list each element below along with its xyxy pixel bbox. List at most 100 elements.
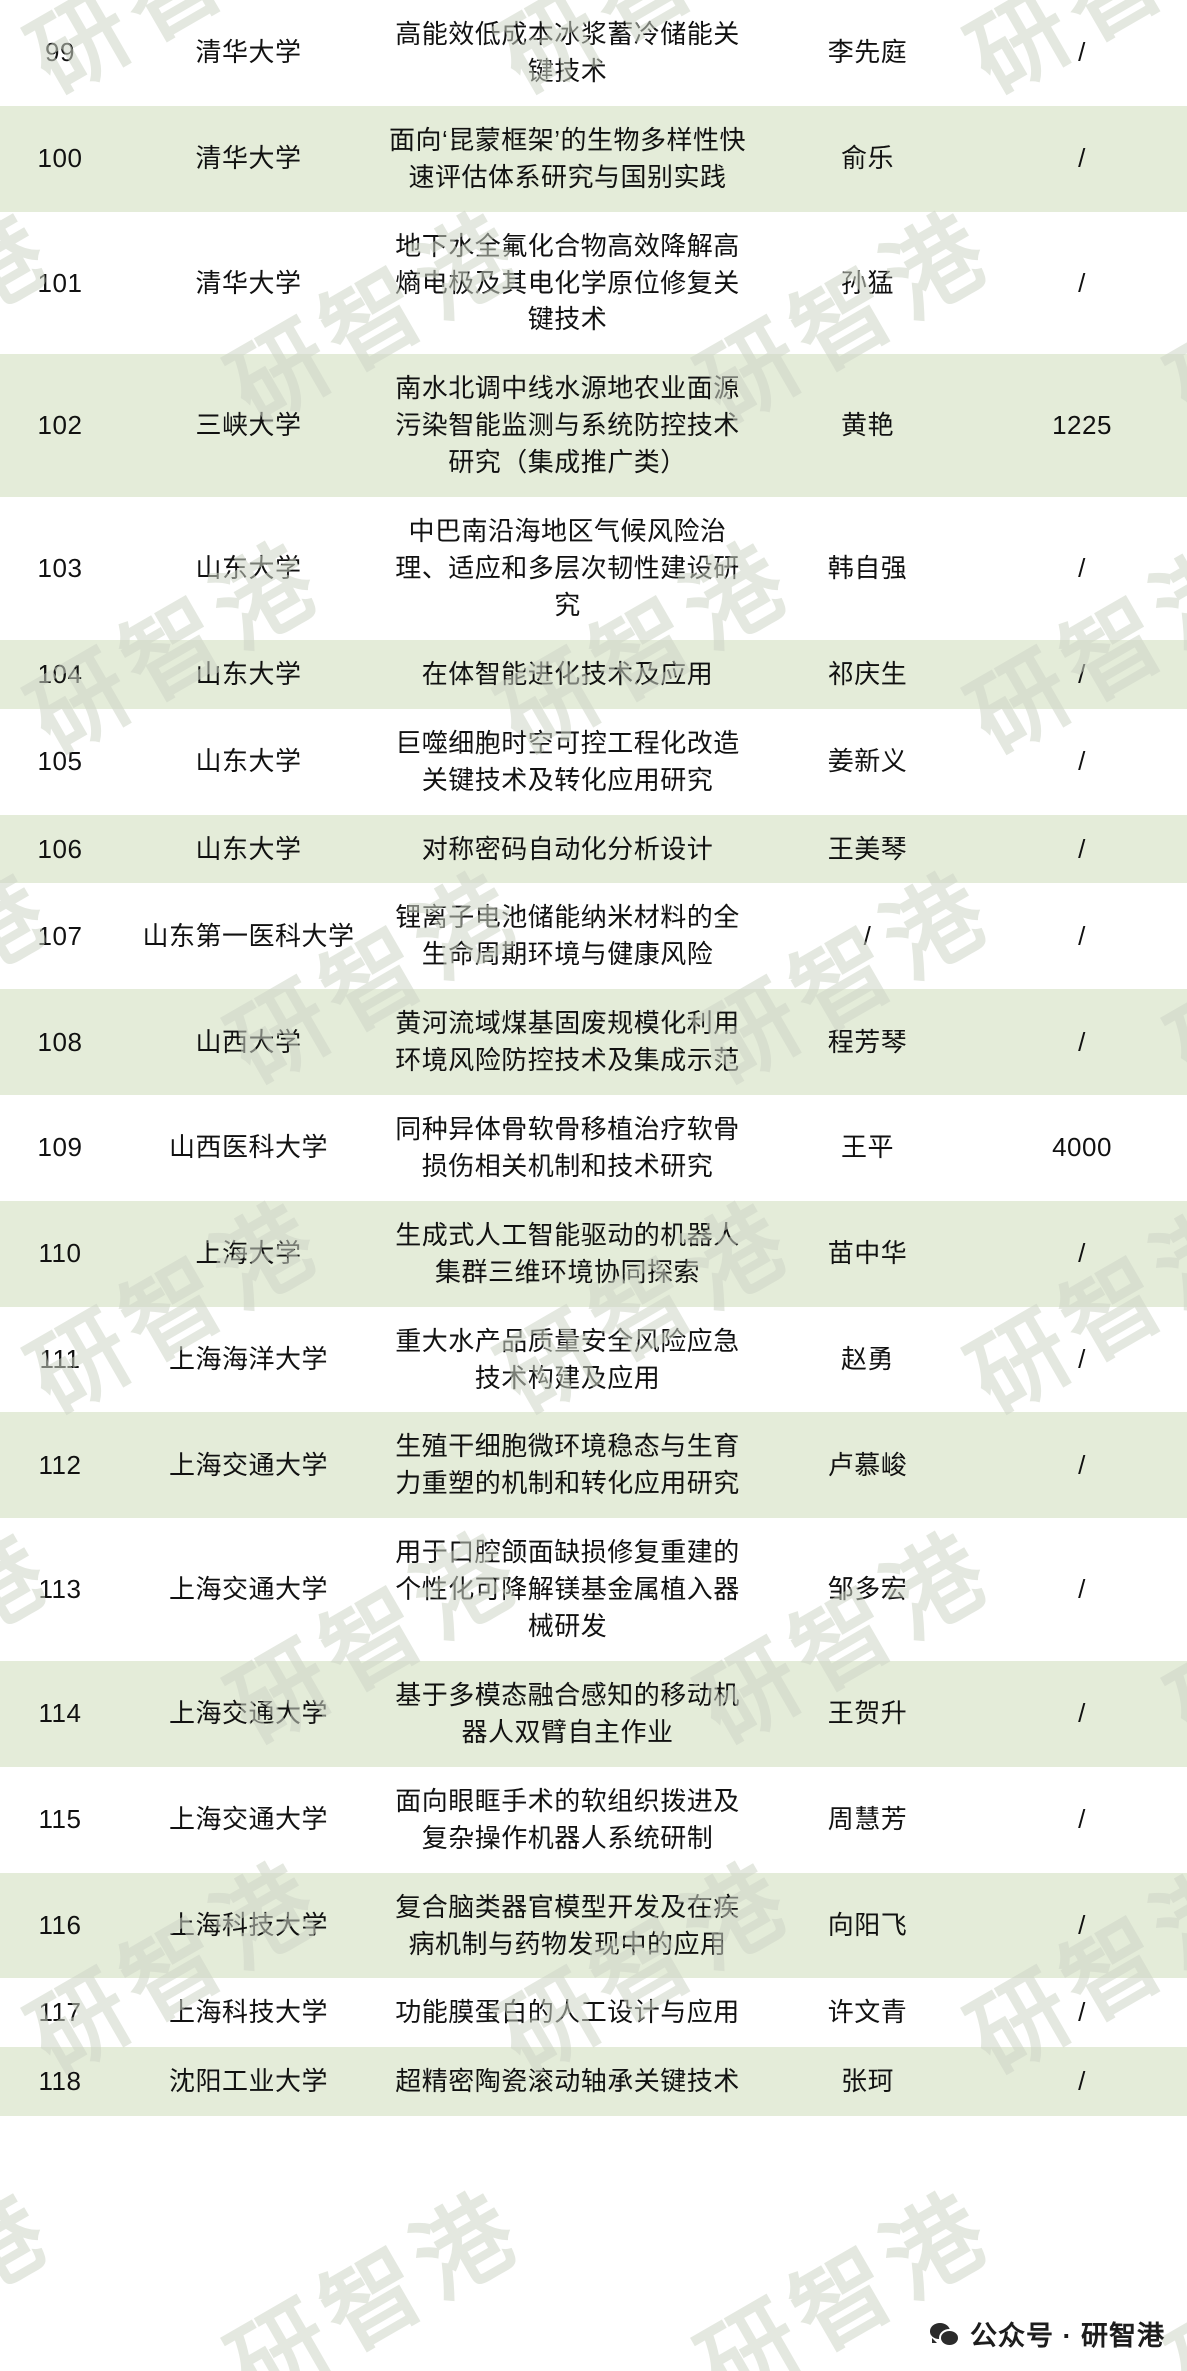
row-index: 106: [0, 814, 120, 884]
row-leader: 苗中华: [758, 1200, 977, 1307]
row-funding: /: [977, 1978, 1187, 2048]
row-organization: 山东大学: [120, 814, 377, 884]
table-row: 104 山东大学 在体智能进化技术及应用 祁庆生 /: [0, 639, 1187, 709]
row-project-title: 同种异体骨软骨移植治疗软骨损伤相关机制和技术研究: [377, 1095, 758, 1201]
row-funding: /: [977, 1766, 1187, 1873]
row-leader: 周慧芳: [758, 1766, 977, 1873]
row-project-title: 黄河流域煤基固废规模化利用环境风险防控技术及集成示范: [377, 989, 758, 1096]
row-index: 116: [0, 1872, 120, 1979]
row-leader: 张珂: [758, 2047, 977, 2117]
row-organization: 清华大学: [120, 0, 377, 106]
row-index: 110: [0, 1200, 120, 1307]
row-project-title: 基于多模态融合感知的移动机器人双臂自主作业: [377, 1661, 758, 1767]
row-leader: 王美琴: [758, 814, 977, 884]
row-project-title: 对称密码自动化分析设计: [377, 814, 758, 884]
table-row: 113 上海交通大学 用于口腔颌面缺损修复重建的个性化可降解镁基金属植入器械研发 邹多…: [0, 1518, 1187, 1661]
row-index: 108: [0, 989, 120, 1096]
table-row: 99 清华大学 高能效低成本冰浆蓄冷储能关键技术 李先庭 /: [0, 0, 1187, 106]
row-project-title: 高能效低成本冰浆蓄冷储能关键技术: [377, 0, 758, 106]
wechat-icon: [930, 2321, 960, 2347]
table-row: 108 山西大学 黄河流域煤基固废规模化利用环境风险防控技术及集成示范 程芳琴 /: [0, 989, 1187, 1096]
row-project-title: 南水北调中线水源地农业面源污染智能监测与系统防控技术研究（集成推广类）: [377, 354, 758, 498]
row-project-title: 复合脑类器官模型开发及在疾病机制与药物发现中的应用: [377, 1872, 758, 1979]
row-funding: /: [977, 2047, 1187, 2117]
row-funding: 4000: [977, 1095, 1187, 1201]
row-funding: /: [977, 0, 1187, 106]
row-funding: /: [977, 1306, 1187, 1413]
table-row: 115 上海交通大学 面向眼眶手术的软组织拨进及复杂操作机器人系统研制 周慧芳 /: [0, 1766, 1187, 1873]
row-organization: 山西大学: [120, 989, 377, 1096]
wechat-account-label: 公众号 · 研智港: [970, 2321, 1165, 2351]
row-index: 107: [0, 883, 120, 990]
row-leader: 赵勇: [758, 1306, 977, 1413]
row-organization: 上海交通大学: [120, 1661, 377, 1767]
row-project-title: 超精密陶瓷滚动轴承关键技术: [377, 2047, 758, 2117]
row-project-title: 锂离子电池储能纳米材料的全生命周期环境与健康风险: [377, 883, 758, 990]
row-index: 105: [0, 708, 120, 815]
row-funding: /: [977, 639, 1187, 709]
row-leader: 向阳飞: [758, 1872, 977, 1979]
row-leader: 俞乐: [758, 105, 977, 212]
row-leader: 黄艳: [758, 354, 977, 498]
row-funding: 1225: [977, 354, 1187, 498]
table-row: 102 三峡大学 南水北调中线水源地农业面源污染智能监测与系统防控技术研究（集成推广…: [0, 354, 1187, 498]
row-organization: 三峡大学: [120, 354, 377, 498]
table-row: 111 上海海洋大学 重大水产品质量安全风险应急技术构建及应用 赵勇 /: [0, 1306, 1187, 1413]
row-funding: /: [977, 708, 1187, 815]
table-row: 117 上海科技大学 功能膜蛋白的人工设计与应用 许文青 /: [0, 1978, 1187, 2048]
row-leader: 姜新义: [758, 708, 977, 815]
row-funding: /: [977, 497, 1187, 640]
row-index: 103: [0, 497, 120, 640]
row-index: 115: [0, 1766, 120, 1873]
row-organization: 上海交通大学: [120, 1412, 377, 1519]
row-organization: 山东大学: [120, 497, 377, 640]
row-project-title: 在体智能进化技术及应用: [377, 639, 758, 709]
row-funding: /: [977, 105, 1187, 212]
row-funding: /: [977, 1200, 1187, 1307]
row-project-title: 面向‘昆蒙框架’的生物多样性快速评估体系研究与国别实践: [377, 105, 758, 212]
table-row: 105 山东大学 巨噬细胞时空可控工程化改造关键技术及转化应用研究 姜新义 /: [0, 708, 1187, 815]
row-leader: /: [758, 883, 977, 990]
row-funding: /: [977, 989, 1187, 1096]
row-leader: 邹多宏: [758, 1518, 977, 1661]
row-organization: 山东大学: [120, 639, 377, 709]
table-row: 118 沈阳工业大学 超精密陶瓷滚动轴承关键技术 张珂 /: [0, 2047, 1187, 2117]
row-organization: 上海大学: [120, 1200, 377, 1307]
row-index: 109: [0, 1095, 120, 1201]
row-organization: 山东大学: [120, 708, 377, 815]
row-project-title: 重大水产品质量安全风险应急技术构建及应用: [377, 1306, 758, 1413]
row-organization: 上海交通大学: [120, 1766, 377, 1873]
row-index: 104: [0, 639, 120, 709]
row-organization: 上海交通大学: [120, 1518, 377, 1661]
row-project-title: 生成式人工智能驱动的机器人集群三维环境协同探索: [377, 1200, 758, 1307]
row-leader: 韩自强: [758, 497, 977, 640]
row-index: 112: [0, 1412, 120, 1519]
table-row: 114 上海交通大学 基于多模态融合感知的移动机器人双臂自主作业 王贺升 /: [0, 1661, 1187, 1767]
row-index: 99: [0, 0, 120, 106]
row-project-title: 功能膜蛋白的人工设计与应用: [377, 1978, 758, 2048]
table-row: 103 山东大学 中巴南沿海地区气候风险治理、适应和多层次韧性建设研究 韩自强 /: [0, 497, 1187, 640]
row-project-title: 用于口腔颌面缺损修复重建的个性化可降解镁基金属植入器械研发: [377, 1518, 758, 1661]
row-funding: /: [977, 1518, 1187, 1661]
table-row: 112 上海交通大学 生殖干细胞微环境稳态与生育力重塑的机制和转化应用研究 卢慕峻 /: [0, 1412, 1187, 1519]
row-funding: /: [977, 814, 1187, 884]
row-leader: 王平: [758, 1095, 977, 1201]
wechat-account-badge: 公众号 · 研智港: [930, 2314, 1165, 2353]
row-index: 111: [0, 1306, 120, 1413]
table-row: 100 清华大学 面向‘昆蒙框架’的生物多样性快速评估体系研究与国别实践 俞乐 /: [0, 105, 1187, 212]
row-project-title: 面向眼眶手术的软组织拨进及复杂操作机器人系统研制: [377, 1766, 758, 1873]
row-leader: 程芳琴: [758, 989, 977, 1096]
project-table: 99 清华大学 高能效低成本冰浆蓄冷储能关键技术 李先庭/100 清华大学 面向‘昆蒙框架…: [0, 0, 1187, 2117]
row-project-title: 生殖干细胞微环境稳态与生育力重塑的机制和转化应用研究: [377, 1412, 758, 1519]
row-index: 100: [0, 105, 120, 212]
row-organization: 沈阳工业大学: [120, 2047, 377, 2117]
row-organization: 清华大学: [120, 211, 377, 355]
table-row: 107 山东第一医科大学 锂离子电池储能纳米材料的全生命周期环境与健康风险 / /: [0, 883, 1187, 990]
table-row: 101 清华大学 地下水全氟化合物高效降解高熵电极及其电化学原位修复关键技术 孙猛 /: [0, 211, 1187, 355]
row-funding: /: [977, 211, 1187, 355]
row-organization: 清华大学: [120, 105, 377, 212]
watermark-text: 研智港: [0, 2172, 72, 2371]
row-funding: /: [977, 1661, 1187, 1767]
watermark-text: 研智港: [212, 2172, 542, 2371]
